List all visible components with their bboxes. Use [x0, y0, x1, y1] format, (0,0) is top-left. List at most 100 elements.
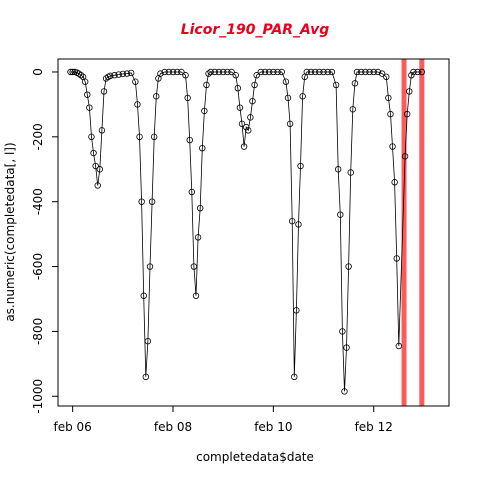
- data-point: [401, 153, 409, 160]
- data-point: [188, 188, 196, 196]
- data-point: [387, 110, 394, 118]
- data-point: [349, 106, 357, 113]
- data-point: [395, 342, 403, 350]
- y-tick-label: -200: [31, 123, 45, 150]
- data-point: [270, 68, 277, 76]
- vertical-line-markers: [401, 59, 425, 406]
- data-point: [81, 78, 89, 85]
- data-point: [378, 70, 386, 77]
- data-point: [134, 101, 141, 108]
- data-point: [383, 73, 390, 81]
- data-point: [234, 84, 242, 92]
- plot-frame: [57, 58, 450, 407]
- y-axis-label: as.numeric(completedata[, l]): [3, 142, 17, 321]
- data-point: [119, 70, 127, 78]
- y-tick-label: -800: [31, 318, 45, 345]
- data-point: [182, 72, 189, 79]
- data-point: [245, 127, 252, 134]
- data-point: [153, 93, 160, 100]
- data-point: [150, 133, 158, 141]
- data-point: [140, 292, 147, 299]
- data-point: [337, 211, 344, 218]
- data-point: [362, 68, 369, 76]
- data-point: [343, 344, 350, 351]
- data-point: [403, 110, 411, 118]
- series-layer: [67, 68, 426, 395]
- data-point: [238, 120, 246, 128]
- data-point: [293, 307, 300, 314]
- data-point: [98, 127, 106, 134]
- data-point: [132, 78, 139, 85]
- data-point: [184, 94, 191, 102]
- data-point: [299, 93, 306, 100]
- data-point: [207, 68, 214, 76]
- data-point: [215, 68, 223, 76]
- data-point: [389, 143, 396, 150]
- data-point: [339, 328, 346, 335]
- data-point: [92, 162, 99, 170]
- data-point: [366, 68, 373, 76]
- y-tick-label: -600: [31, 253, 45, 280]
- data-point: [136, 133, 143, 141]
- data-point: [347, 169, 354, 176]
- data-point: [320, 68, 327, 76]
- data-point: [161, 68, 168, 76]
- data-point: [69, 68, 76, 76]
- data-point: [393, 255, 400, 262]
- x-axis-label: completedata$date: [196, 450, 314, 464]
- data-point: [224, 68, 231, 76]
- data-point: [144, 337, 152, 345]
- data-point: [240, 143, 248, 150]
- data-point: [205, 70, 212, 77]
- data-point: [324, 68, 331, 76]
- data-point: [203, 81, 210, 89]
- data-point: [194, 234, 202, 241]
- data-point: [357, 68, 365, 76]
- data-point: [86, 104, 93, 111]
- data-point: [353, 68, 361, 76]
- data-point: [178, 68, 185, 76]
- data-point: [247, 114, 254, 121]
- data-point: [138, 198, 145, 205]
- data-point: [374, 68, 382, 76]
- data-point: [332, 81, 340, 89]
- data-point: [251, 81, 258, 89]
- data-point: [278, 68, 285, 76]
- data-point: [295, 221, 302, 228]
- data-point: [84, 91, 91, 98]
- data-point: [418, 68, 426, 76]
- data-point: [391, 179, 398, 186]
- data-point: [127, 69, 135, 77]
- data-point: [253, 72, 260, 79]
- data-point: [67, 68, 74, 76]
- data-point: [370, 68, 377, 76]
- data-point: [297, 162, 304, 170]
- data-point: [288, 217, 296, 225]
- data-point: [249, 97, 256, 105]
- data-point: [265, 68, 273, 76]
- data-point: [286, 120, 294, 128]
- data-point: [410, 68, 417, 76]
- data-point: [351, 80, 359, 87]
- data-point: [236, 104, 244, 111]
- data-point: [284, 94, 292, 102]
- data-point: [307, 68, 315, 76]
- data-point: [408, 72, 415, 79]
- data-point: [406, 88, 413, 95]
- data-point: [282, 78, 290, 85]
- data-point: [111, 72, 118, 79]
- data-point: [311, 68, 319, 76]
- data-point: [142, 373, 150, 381]
- data-point: [90, 149, 97, 157]
- data-point: [232, 72, 239, 79]
- data-point: [107, 72, 114, 80]
- data-point: [345, 263, 352, 270]
- data-point: [157, 70, 164, 77]
- x-tick-label: feb 12: [355, 420, 393, 434]
- y-tick-label: -1000: [31, 379, 45, 414]
- x-tick-label: feb 06: [53, 420, 91, 434]
- x-axis: feb 06 feb 08 feb 10 feb 12: [53, 406, 393, 434]
- data-point: [341, 388, 348, 395]
- data-point: [303, 68, 311, 76]
